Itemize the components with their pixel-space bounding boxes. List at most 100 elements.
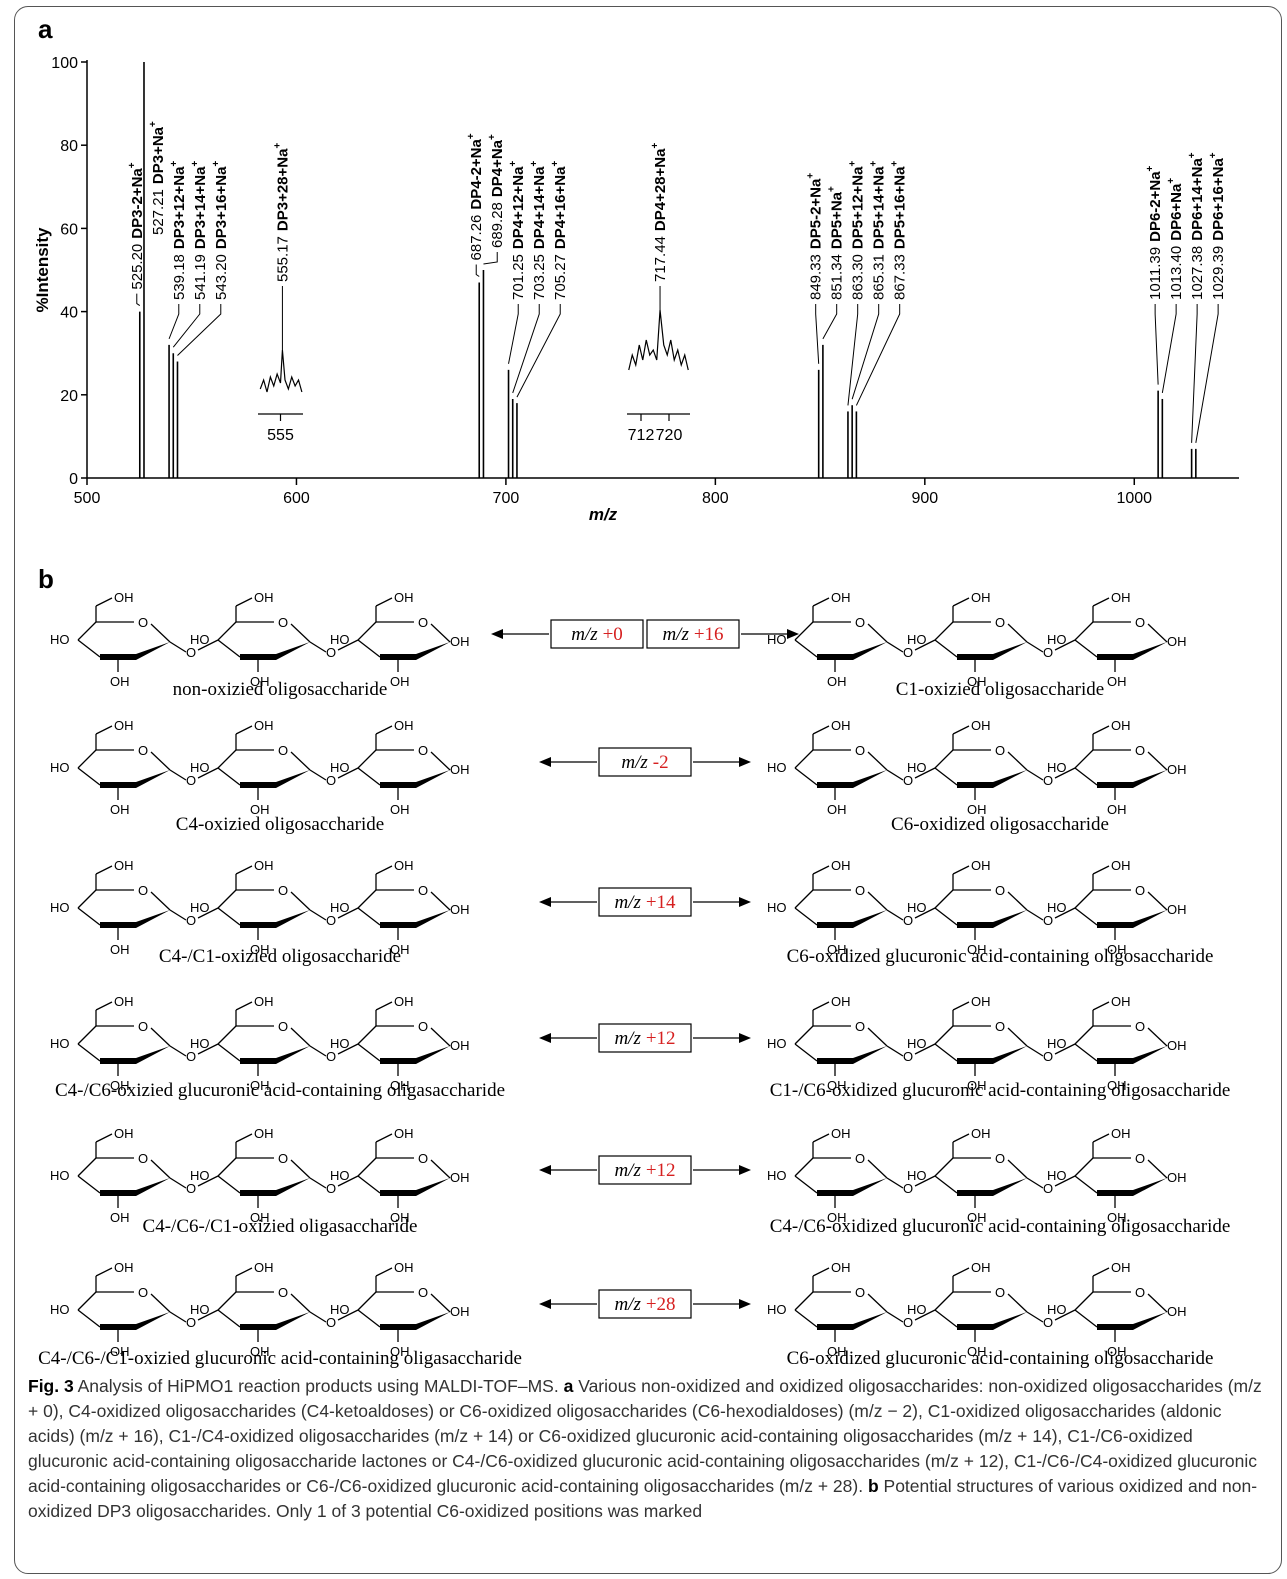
structure-label: C4-/C1-oxizied oligosaccharide <box>159 946 401 967</box>
bond <box>1075 750 1093 768</box>
bond <box>1027 1046 1043 1056</box>
atom-label: OH <box>1111 1260 1131 1275</box>
leader-line <box>476 264 479 276</box>
bond <box>887 642 903 652</box>
peak-label: 717.44DP4+28+Na+ <box>650 143 669 282</box>
bond <box>96 1134 112 1142</box>
peak-charge: + <box>487 134 498 140</box>
atom-label: O <box>1135 615 1145 630</box>
ring-wedge <box>240 1312 310 1330</box>
ring-wedge <box>817 910 887 928</box>
bond <box>431 892 450 910</box>
bond <box>431 752 450 770</box>
peak-charge: + <box>211 161 222 167</box>
atom-label: HO <box>767 1302 787 1317</box>
structure-label: C6-oxidized glucuronic acid-containing o… <box>787 1348 1214 1369</box>
ring-wedge <box>380 1178 450 1196</box>
atom-label: OH <box>390 674 410 689</box>
atom-label: OH <box>971 994 991 1009</box>
atom-label: O <box>418 743 428 758</box>
atom-label: OH <box>1111 590 1131 605</box>
atom-label: OH <box>827 674 847 689</box>
atom-label: OH <box>971 718 991 733</box>
bond <box>887 1046 903 1056</box>
peak-ion: DP6+16+Na <box>1210 158 1227 241</box>
bond <box>953 1002 969 1010</box>
bond <box>1027 910 1043 920</box>
bond <box>935 1158 953 1176</box>
peak-label: 863.30DP5+12+Na+ <box>848 161 867 300</box>
bond <box>236 1134 252 1142</box>
bond <box>935 908 957 925</box>
bond <box>78 1026 96 1044</box>
bond <box>358 622 376 640</box>
peak-charge: + <box>550 161 561 167</box>
bond <box>358 1176 380 1193</box>
atom-label: O <box>903 645 913 660</box>
atom-label: OH <box>831 1260 851 1275</box>
atom-label: OH <box>831 590 851 605</box>
y-tick-label: 60 <box>60 221 78 238</box>
peak-mz: 1027.38 <box>1189 246 1206 300</box>
atom-label: HO <box>330 1036 350 1051</box>
bond <box>358 1292 376 1310</box>
bond <box>291 1294 310 1312</box>
inset-tick-label: 720 <box>656 427 683 444</box>
atom-label: OH <box>450 634 470 649</box>
ring-wedge <box>957 1312 1027 1330</box>
shift-value: +28 <box>646 1294 676 1315</box>
arrow-head <box>491 629 503 639</box>
bond <box>78 750 96 768</box>
x-tick-label: 1000 <box>1116 490 1152 507</box>
bond <box>953 1268 969 1276</box>
peak-mz: 865.31 <box>871 254 888 300</box>
mz-symbol: m/z <box>571 624 598 645</box>
ring-wedge <box>100 1046 170 1064</box>
peak-label: 703.25DP4+14+Na+ <box>529 161 548 300</box>
bond <box>813 1002 829 1010</box>
leader-line <box>1155 304 1158 385</box>
ring-wedge <box>957 1046 1027 1064</box>
atom-label: HO <box>907 632 927 647</box>
bond <box>431 624 450 642</box>
atom-label: O <box>1043 645 1053 660</box>
bond <box>953 598 969 606</box>
atom-label: OH <box>254 858 274 873</box>
atom-label: HO <box>330 1168 350 1183</box>
bond <box>935 1176 957 1193</box>
bond <box>218 640 240 657</box>
bond <box>935 768 957 785</box>
atom-label: HO <box>330 900 350 915</box>
bond <box>795 640 817 657</box>
page: a b 0204060801005006007008009001000m/z%I… <box>0 0 1287 1579</box>
bond <box>1075 1026 1093 1044</box>
structure-label: C6-oxidized glucuronic acid-containing o… <box>787 946 1214 967</box>
atom-label: O <box>1043 1049 1053 1064</box>
atom-label: OH <box>971 1260 991 1275</box>
bond <box>935 640 957 657</box>
atom-label: O <box>278 1019 288 1034</box>
atom-label: HO <box>767 900 787 915</box>
peak-charge: + <box>529 161 540 167</box>
bond <box>78 908 100 925</box>
peak-label: 555.17DP3+28+Na+ <box>272 143 291 282</box>
bond <box>887 1312 903 1322</box>
atom-label: O <box>1135 1019 1145 1034</box>
bond <box>795 1044 817 1061</box>
peak-ion: DP3+28+Na <box>274 148 291 231</box>
x-tick-label: 500 <box>74 490 101 507</box>
y-tick-label: 100 <box>51 55 78 72</box>
atom-label: HO <box>907 1302 927 1317</box>
bond <box>78 1176 100 1193</box>
bond <box>78 1044 100 1061</box>
ring-wedge <box>380 770 450 788</box>
peak-ion: DP4+12+Na <box>510 166 527 249</box>
bond <box>236 866 252 874</box>
caption-part-label: a <box>564 1376 574 1396</box>
bond <box>310 770 326 780</box>
bond <box>78 1292 96 1310</box>
atom-label: O <box>138 1019 148 1034</box>
leader-line <box>856 304 899 405</box>
bond <box>78 1158 96 1176</box>
bond <box>1008 752 1027 770</box>
